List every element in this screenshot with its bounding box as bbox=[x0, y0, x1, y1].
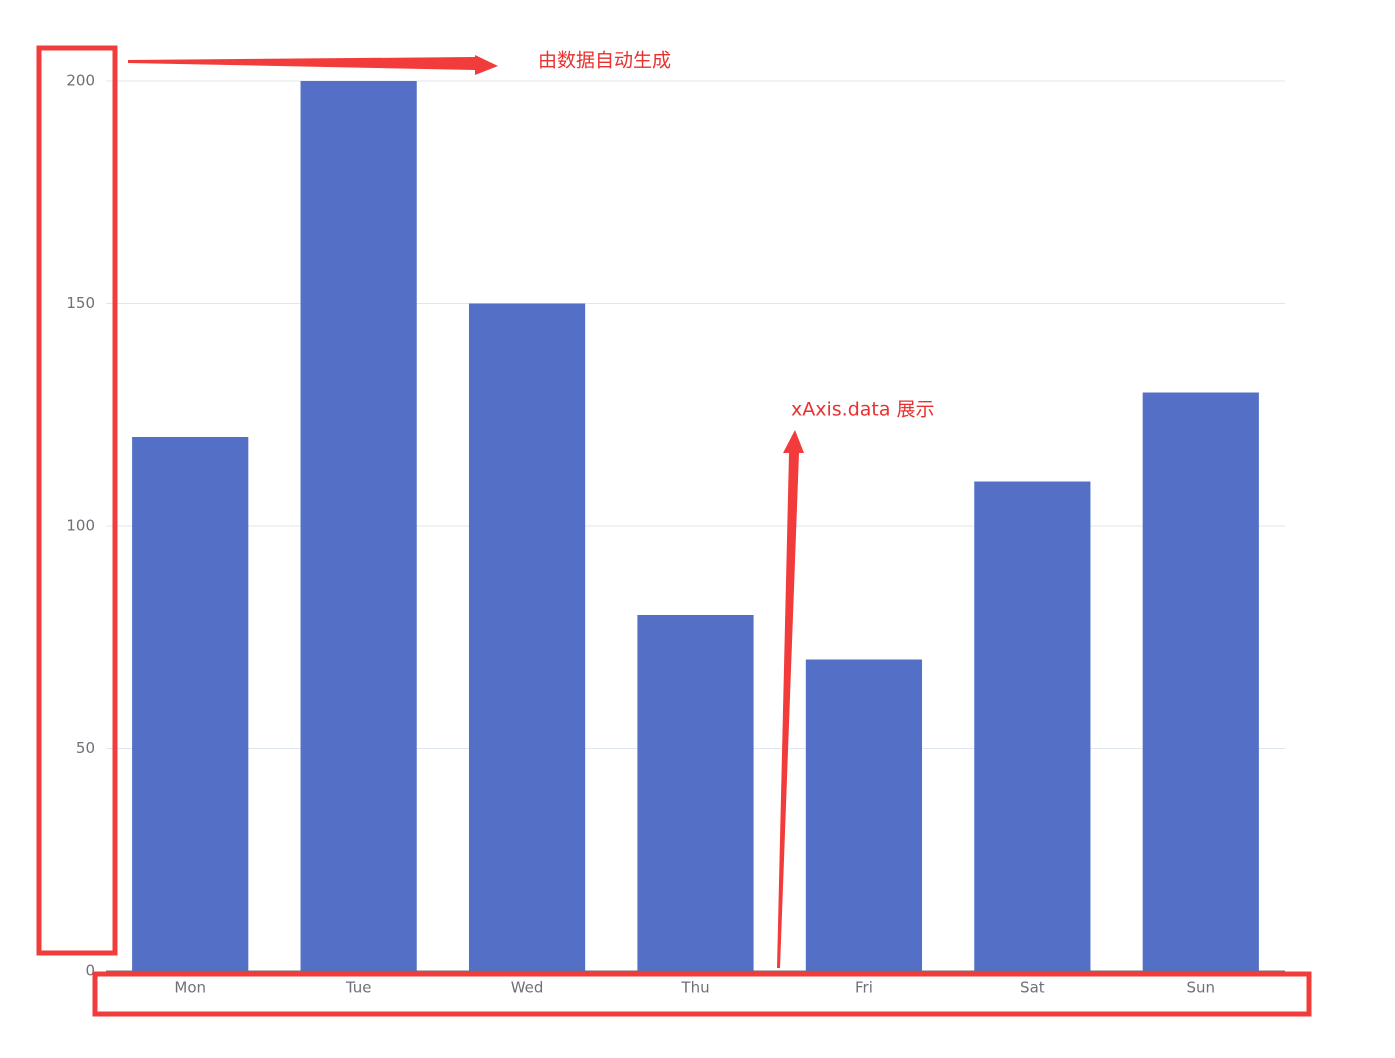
highlight-box bbox=[92, 971, 1312, 1017]
bar bbox=[132, 437, 249, 971]
annotation: xAxis.data 展示 bbox=[791, 399, 935, 421]
bar bbox=[974, 481, 1091, 971]
arrow bbox=[128, 55, 498, 75]
y-tick-label: 100 bbox=[66, 517, 95, 535]
bar bbox=[468, 303, 586, 971]
x-tick-label: Mon bbox=[174, 979, 206, 997]
x-tick-label: Sat bbox=[1020, 979, 1045, 997]
plot: 0 50 100 150 200 Mon Tue Wed Thu Fri Sat Sun bbox=[66, 72, 1285, 997]
bar bbox=[805, 659, 923, 971]
y-tick-label: 150 bbox=[66, 294, 95, 312]
highlight-box bbox=[36, 45, 118, 956]
x-tick-label: Thu bbox=[680, 979, 709, 997]
bar bbox=[1142, 392, 1259, 971]
y-tick-label: 200 bbox=[66, 72, 95, 90]
bar bbox=[300, 81, 417, 971]
x-tick-label: Wed bbox=[511, 979, 544, 997]
x-tick-label: Sun bbox=[1187, 979, 1216, 997]
arrow bbox=[777, 430, 804, 968]
y-tick-label: 0 bbox=[85, 962, 95, 980]
y-tick-label: 50 bbox=[76, 739, 95, 757]
x-tick-label: Tue bbox=[345, 979, 372, 997]
x-tick-label: Fri bbox=[855, 979, 873, 997]
annotation: 由数据自动生成 bbox=[538, 50, 671, 72]
bar bbox=[637, 615, 754, 971]
annotation-layer: 由数据自动生成 xAxis.data 展示 bbox=[36, 45, 1312, 1017]
